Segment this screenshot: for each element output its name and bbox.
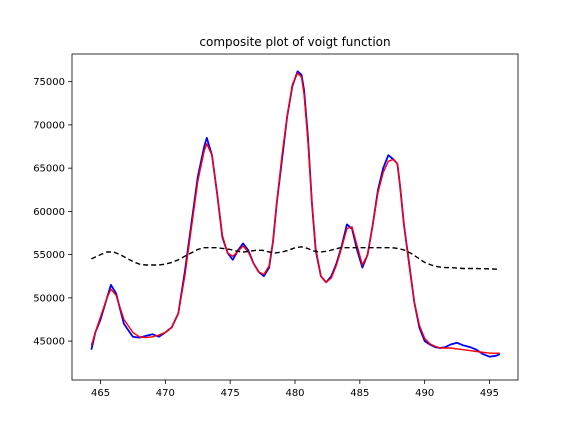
measured-spectrum-line (90, 70, 501, 358)
y-tick-label: 55000 (33, 250, 65, 261)
chart-title: composite plot of voigt function (199, 35, 390, 49)
x-axis: 465 470 475 480 485 490 495 (91, 380, 499, 399)
voigt-fit-line (90, 72, 500, 354)
axes-border (71, 53, 519, 381)
y-tick-label: 45000 (33, 337, 65, 348)
x-tick-label: 475 (221, 388, 240, 399)
y-axis: 45000 50000 55000 60000 65000 70000 75000 (33, 77, 72, 348)
y-tick-label: 60000 (33, 207, 65, 218)
y-tick-label: 65000 (33, 164, 65, 175)
baseline-dashed-line (91, 246, 500, 270)
y-tick-label: 75000 (33, 77, 65, 88)
x-tick-label: 490 (415, 388, 434, 399)
x-tick-label: 470 (156, 388, 175, 399)
plot-area (90, 70, 501, 358)
y-tick-label: 70000 (33, 120, 65, 131)
axes-frame (71, 53, 519, 381)
x-tick-label: 465 (91, 388, 110, 399)
x-tick-label: 495 (480, 388, 499, 399)
y-tick-label: 50000 (33, 293, 65, 304)
x-tick-label: 485 (350, 388, 369, 399)
x-tick-label: 480 (285, 388, 304, 399)
